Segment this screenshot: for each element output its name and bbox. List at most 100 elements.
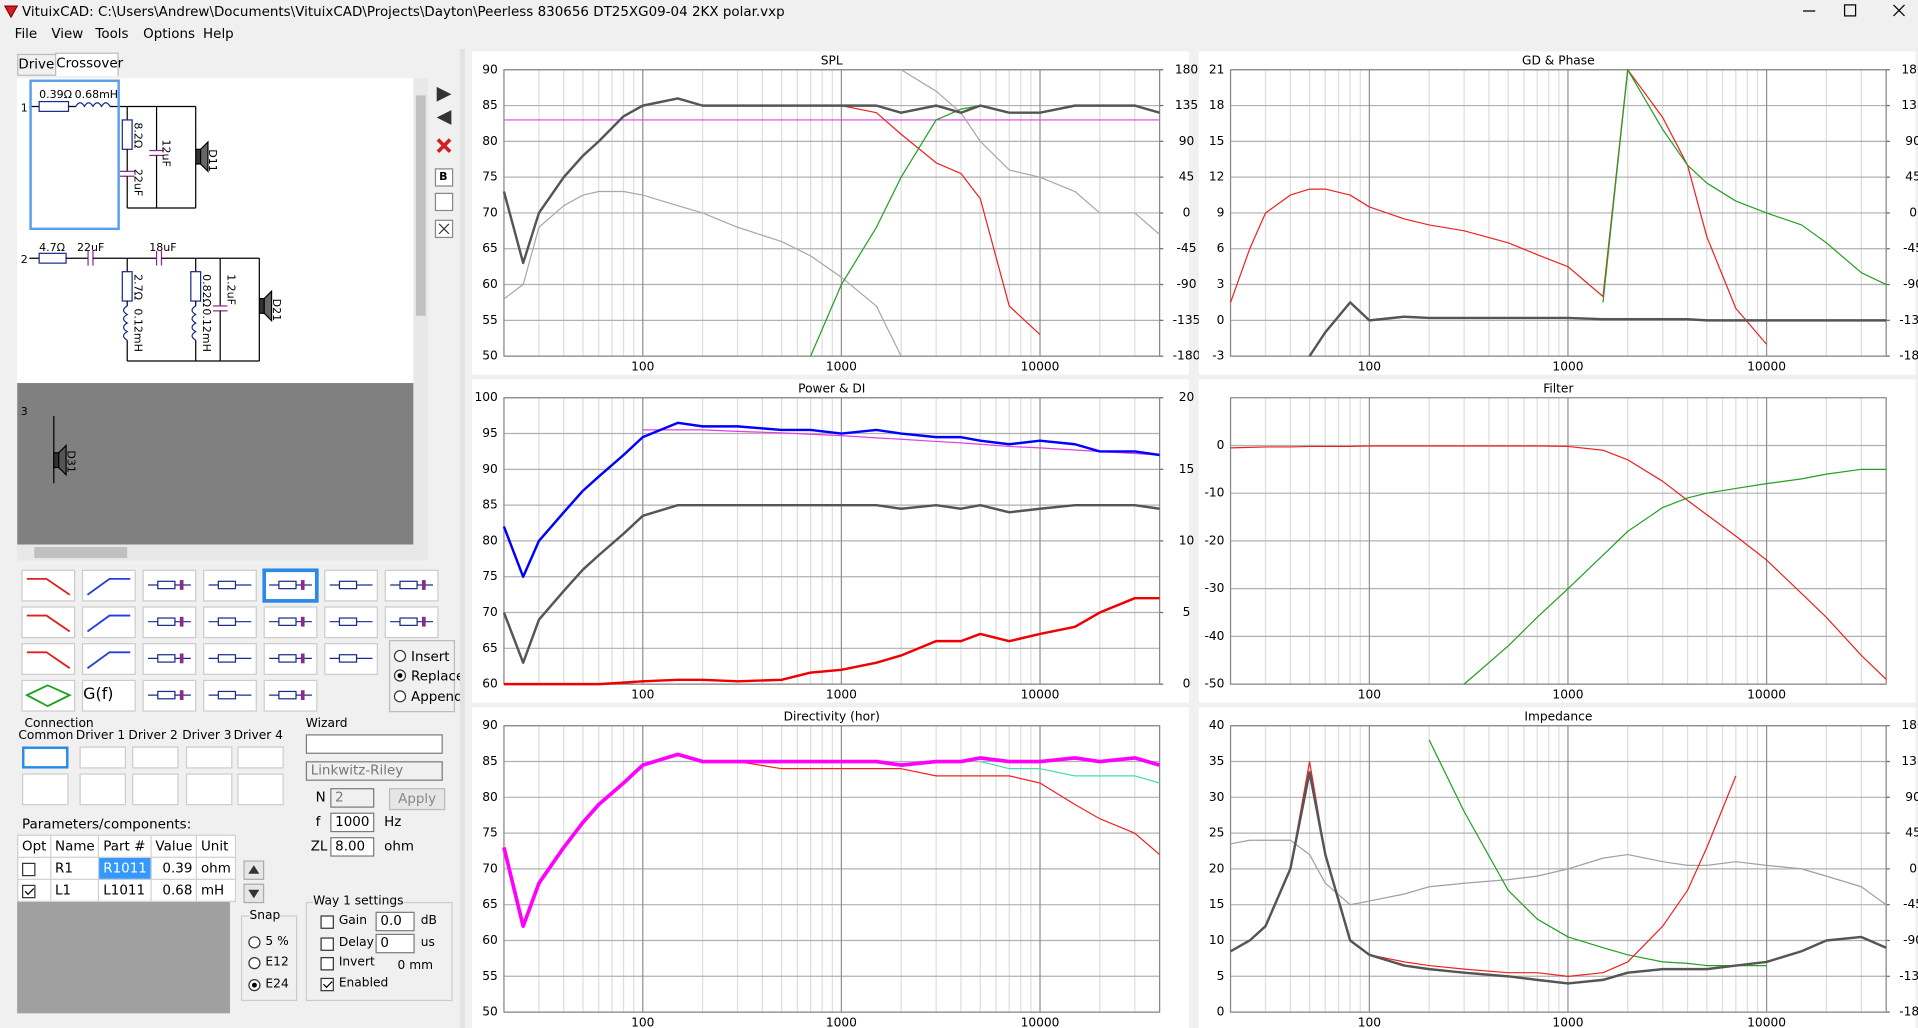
connection-tab[interactable]: Common: [18, 729, 74, 743]
connection-tab[interactable]: Driver 2: [128, 729, 178, 743]
checkbox-label[interactable]: Delay: [338, 936, 374, 950]
tab-active[interactable]: Crossover: [55, 52, 123, 76]
rect-shape: [434, 168, 454, 187]
palette-icon: [278, 654, 297, 663]
menu-item[interactable]: Help: [203, 25, 234, 42]
order-select[interactable]: 2: [330, 788, 375, 808]
series-line: [503, 753, 1160, 927]
table-row[interactable]: R1 R1011 0.39 ohm: [17, 856, 236, 880]
schematic[interactable]: 1 2 3 0.39Ω 0.68mH 8.2Ω 22uF 12uF D11 4.…: [17, 78, 414, 545]
menu-item[interactable]: Tools: [95, 25, 129, 42]
connection-button[interactable]: [185, 773, 233, 806]
y-tick-label: 50: [482, 1005, 498, 1019]
checkbox[interactable]: [320, 977, 334, 992]
y-tick-label: 9: [1217, 205, 1225, 219]
table-cell: R1: [50, 856, 100, 880]
y-tick-label: 100: [475, 390, 498, 404]
rect-shape: [29, 79, 120, 231]
connection-button[interactable]: [237, 773, 284, 806]
palette-button[interactable]: [21, 606, 76, 639]
y2-tick-label: 0: [1909, 861, 1917, 875]
component-palette[interactable]: [20, 568, 455, 715]
radio-label[interactable]: E24: [265, 977, 289, 992]
palette-button[interactable]: [21, 643, 76, 675]
checkbox[interactable]: [320, 937, 334, 951]
palette-icon: [217, 654, 237, 663]
window-controls[interactable]: [1786, 0, 1918, 22]
checkbox[interactable]: [22, 884, 36, 898]
apply-button[interactable]: Apply: [388, 788, 446, 811]
connection-button[interactable]: [79, 746, 126, 769]
radio[interactable]: [248, 979, 261, 992]
radio[interactable]: [393, 690, 407, 703]
y2-tick-label: 90: [1179, 134, 1195, 148]
move-buttons[interactable]: [243, 860, 265, 904]
palette-button[interactable]: [81, 643, 136, 675]
connection-button[interactable]: [79, 773, 126, 806]
gain-input[interactable]: 0.0: [375, 911, 415, 932]
menu-item[interactable]: View: [51, 25, 84, 42]
checkbox[interactable]: [320, 915, 334, 929]
connection-tab[interactable]: Driver 1: [75, 729, 126, 743]
radio[interactable]: [393, 649, 407, 663]
row-number: 2: [21, 253, 28, 266]
table-row[interactable]: L1 L1011 0.68 mH: [17, 878, 236, 902]
radio[interactable]: [393, 669, 407, 682]
palette-label[interactable]: G(f): [83, 685, 114, 704]
y2-tick-label: 0: [1183, 677, 1191, 691]
checkbox-label[interactable]: Gain: [338, 914, 367, 928]
radio-label[interactable]: E12: [265, 955, 289, 970]
frequency-input[interactable]: 1000: [330, 812, 375, 833]
checkbox[interactable]: [22, 862, 36, 876]
series-line: [1428, 739, 1767, 967]
menu-item[interactable]: File: [14, 25, 38, 42]
palette-button[interactable]: [81, 606, 136, 639]
button-label[interactable]: B: [439, 171, 448, 184]
checkbox-label[interactable]: Enabled: [338, 976, 389, 991]
splitter[interactable]: [459, 48, 465, 1028]
connection-button[interactable]: [132, 773, 179, 806]
y-tick-label: 85: [482, 754, 498, 768]
palette-button[interactable]: [81, 679, 136, 712]
rect-shape: [38, 100, 70, 112]
palette-icon: [217, 690, 237, 700]
checkbox[interactable]: [320, 957, 334, 971]
schematic-tools[interactable]: [432, 83, 456, 245]
palette-button[interactable]: [203, 569, 257, 602]
tab[interactable]: Drivers: [17, 53, 67, 76]
div-shape: [415, 95, 426, 316]
connection-button[interactable]: [22, 773, 69, 806]
radio[interactable]: [248, 957, 261, 970]
connection-button[interactable]: [132, 746, 179, 769]
connection-tab[interactable]: Driver 3: [182, 729, 232, 743]
series-line: [503, 596, 1160, 686]
checkbox-label[interactable]: Invert: [338, 955, 375, 970]
rect-shape: [121, 119, 133, 150]
connection-button[interactable]: [237, 746, 284, 769]
connection-button[interactable]: [185, 746, 233, 769]
series-line: [1602, 69, 1887, 303]
palette-button[interactable]: [21, 569, 76, 602]
radio-label[interactable]: 5 %: [265, 934, 289, 949]
radio-label[interactable]: Append: [410, 688, 463, 705]
connection-button[interactable]: [22, 746, 69, 769]
impedance-input[interactable]: 8.00: [330, 837, 375, 857]
delay-input[interactable]: 0: [375, 933, 415, 954]
filter-select[interactable]: Linkwitz-Riley: [305, 761, 443, 781]
parameters-area: Opt Name Part # Value Unit R1 R1011 0.39 ohm L1 L1…: [17, 834, 236, 1014]
y2-tick-label: -135: [1899, 969, 1918, 983]
connection-tab[interactable]: Driver 4: [233, 729, 283, 743]
series-line: [503, 190, 902, 357]
y-tick-label: -50: [1204, 677, 1224, 691]
radio[interactable]: [248, 936, 261, 949]
radio-label[interactable]: Replace: [410, 668, 465, 685]
y-tick-label: 60: [482, 677, 498, 691]
menu-item[interactable]: Options: [143, 25, 196, 42]
scrollbar[interactable]: [413, 78, 429, 545]
scrollbar[interactable]: [17, 544, 429, 561]
radio-label[interactable]: Insert: [410, 648, 450, 665]
wizard-select[interactable]: [305, 734, 443, 754]
x-tick-label: 10000: [1747, 1016, 1786, 1028]
palette-button[interactable]: [81, 569, 136, 602]
y-tick-label: 85: [482, 98, 498, 112]
